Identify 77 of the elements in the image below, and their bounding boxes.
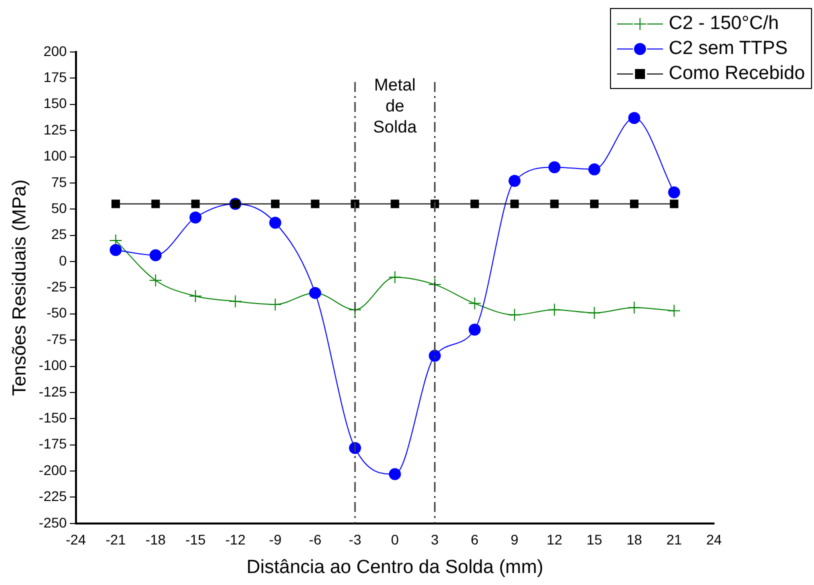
point [428, 350, 441, 362]
x-tick-label: -9 [269, 532, 282, 548]
point [588, 306, 601, 320]
y-tick-label: 150 [43, 95, 68, 112]
point [550, 200, 559, 208]
point [630, 200, 638, 208]
x-tick-label: 6 [470, 532, 479, 548]
y-tick-label: -125 [38, 383, 68, 400]
x-tick-label: -18 [145, 532, 166, 548]
legend-label: Como Recebido [668, 62, 805, 86]
point [388, 468, 401, 480]
point [668, 186, 680, 198]
point [588, 163, 600, 176]
annotation: Metal de Solda [373, 76, 418, 137]
point [548, 303, 561, 316]
point [628, 301, 641, 314]
x-tick-label: -15 [185, 532, 206, 548]
y-tick-label: 200 [43, 42, 68, 59]
y-axis-title: Tensões Residuais (MPa) [10, 179, 31, 396]
y-tick-label: 50 [51, 200, 68, 216]
x-tick-label: 18 [626, 532, 642, 548]
x-tick-label: 9 [510, 532, 519, 548]
x-tick-label: -6 [308, 532, 322, 548]
point [468, 296, 482, 310]
point [188, 290, 202, 303]
point [151, 200, 160, 208]
point [668, 304, 681, 318]
point [388, 270, 402, 284]
y-tick-label: -200 [38, 462, 68, 478]
x-axis-title: Distância ao Centro da Solda (mm) [246, 556, 544, 578]
x-tick-label: 15 [586, 532, 602, 548]
x-tick-label: 0 [391, 532, 400, 548]
point [110, 244, 122, 256]
x-tick-label: 21 [666, 532, 682, 548]
y-tick-label: 175 [43, 69, 68, 86]
point [150, 249, 162, 262]
x-tick-label: -24 [66, 532, 86, 548]
y-tick-label: 100 [43, 148, 68, 164]
y-tick-label: -25 [46, 278, 68, 295]
point [508, 174, 521, 187]
y-tick-label: 75 [51, 174, 68, 190]
y-tick-label: 125 [43, 121, 68, 138]
point [548, 161, 560, 174]
point [390, 200, 400, 208]
point [269, 216, 282, 229]
point [508, 308, 522, 322]
legend-label: C2 - 150°C/h [668, 12, 779, 36]
x-tick-label: 12 [546, 532, 562, 548]
point [191, 200, 200, 208]
y-tick-label: -50 [46, 304, 68, 321]
y-tick-label: -100 [38, 357, 68, 374]
x-tick-label: 3 [430, 532, 439, 548]
x-tick-label: -12 [225, 532, 246, 548]
point [670, 200, 678, 208]
x-tick-label: 24 [706, 532, 722, 548]
y-tick-label: 25 [51, 226, 68, 242]
x-tick-label: -3 [348, 532, 362, 548]
y-tick-label: -225 [38, 488, 68, 504]
y-tick-label: -250 [38, 514, 68, 530]
point [111, 200, 120, 208]
y-tick-label: -150 [38, 410, 68, 426]
point [228, 294, 242, 308]
point [268, 298, 282, 311]
y-tick-label: 0 [59, 252, 68, 268]
y-tick-label: -75 [46, 330, 68, 347]
point [149, 274, 162, 287]
y-tick-label: -175 [38, 436, 68, 452]
point [189, 212, 202, 224]
point [510, 200, 519, 208]
point [271, 200, 280, 208]
point [628, 112, 640, 124]
point [468, 324, 481, 336]
point [310, 200, 320, 208]
x-tick-label: -21 [106, 532, 126, 548]
point [590, 200, 599, 208]
point [470, 200, 479, 208]
legend-label: C2 sem TTPS [668, 37, 788, 61]
